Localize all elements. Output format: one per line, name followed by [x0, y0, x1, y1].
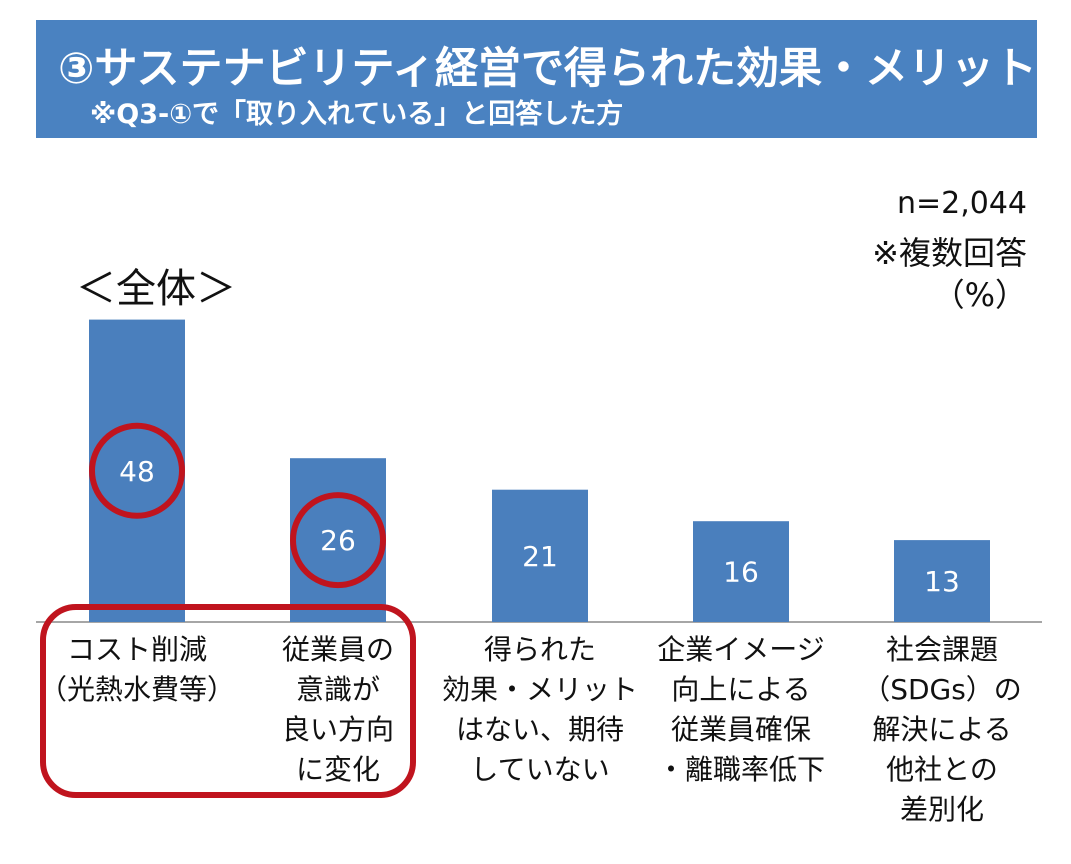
category-label-1: コスト削減 （光熱水費等）	[38, 633, 235, 706]
page-title: ③サステナビリティ経営で得られた効果・メリット	[58, 44, 1037, 94]
highlight-box	[40, 604, 416, 798]
category-label-4: 企業イメージ 向上による 従業員確保 ・離職率低下	[656, 633, 825, 786]
sample-size-note: n=2,044	[896, 186, 1027, 221]
data-label-1: 48	[119, 455, 155, 488]
multiple-answer-note: ※複数回答	[872, 234, 1027, 272]
highlight-circle-2	[290, 492, 386, 589]
bar-1	[89, 319, 185, 622]
bar-4	[693, 521, 789, 622]
data-label-2: 26	[320, 524, 356, 557]
category-label-3: 得られた 効果・メリット はない、期待 していない	[441, 633, 638, 786]
bar-5	[894, 540, 990, 622]
category-label-5: 社会課題 （SDGs）の 解決による 他社との 差別化	[862, 633, 1022, 826]
group-title: ＜全体＞	[76, 266, 236, 312]
category-label-2: 従業員の 意識が 良い方向 に変化	[281, 633, 394, 786]
data-label-4: 16	[723, 556, 759, 589]
unit-note: （%）	[932, 276, 1027, 314]
header-banner: ③サステナビリティ経営で得られた効果・メリット ※Q3-①で「取り入れている」と…	[36, 20, 1037, 138]
highlight-circle-1	[89, 422, 185, 519]
page-subtitle: ※Q3-①で「取り入れている」と回答した方	[90, 99, 624, 130]
bar-3	[492, 489, 588, 622]
data-label-3: 21	[522, 540, 558, 573]
bar-2	[290, 458, 386, 622]
data-label-5: 13	[924, 565, 960, 598]
